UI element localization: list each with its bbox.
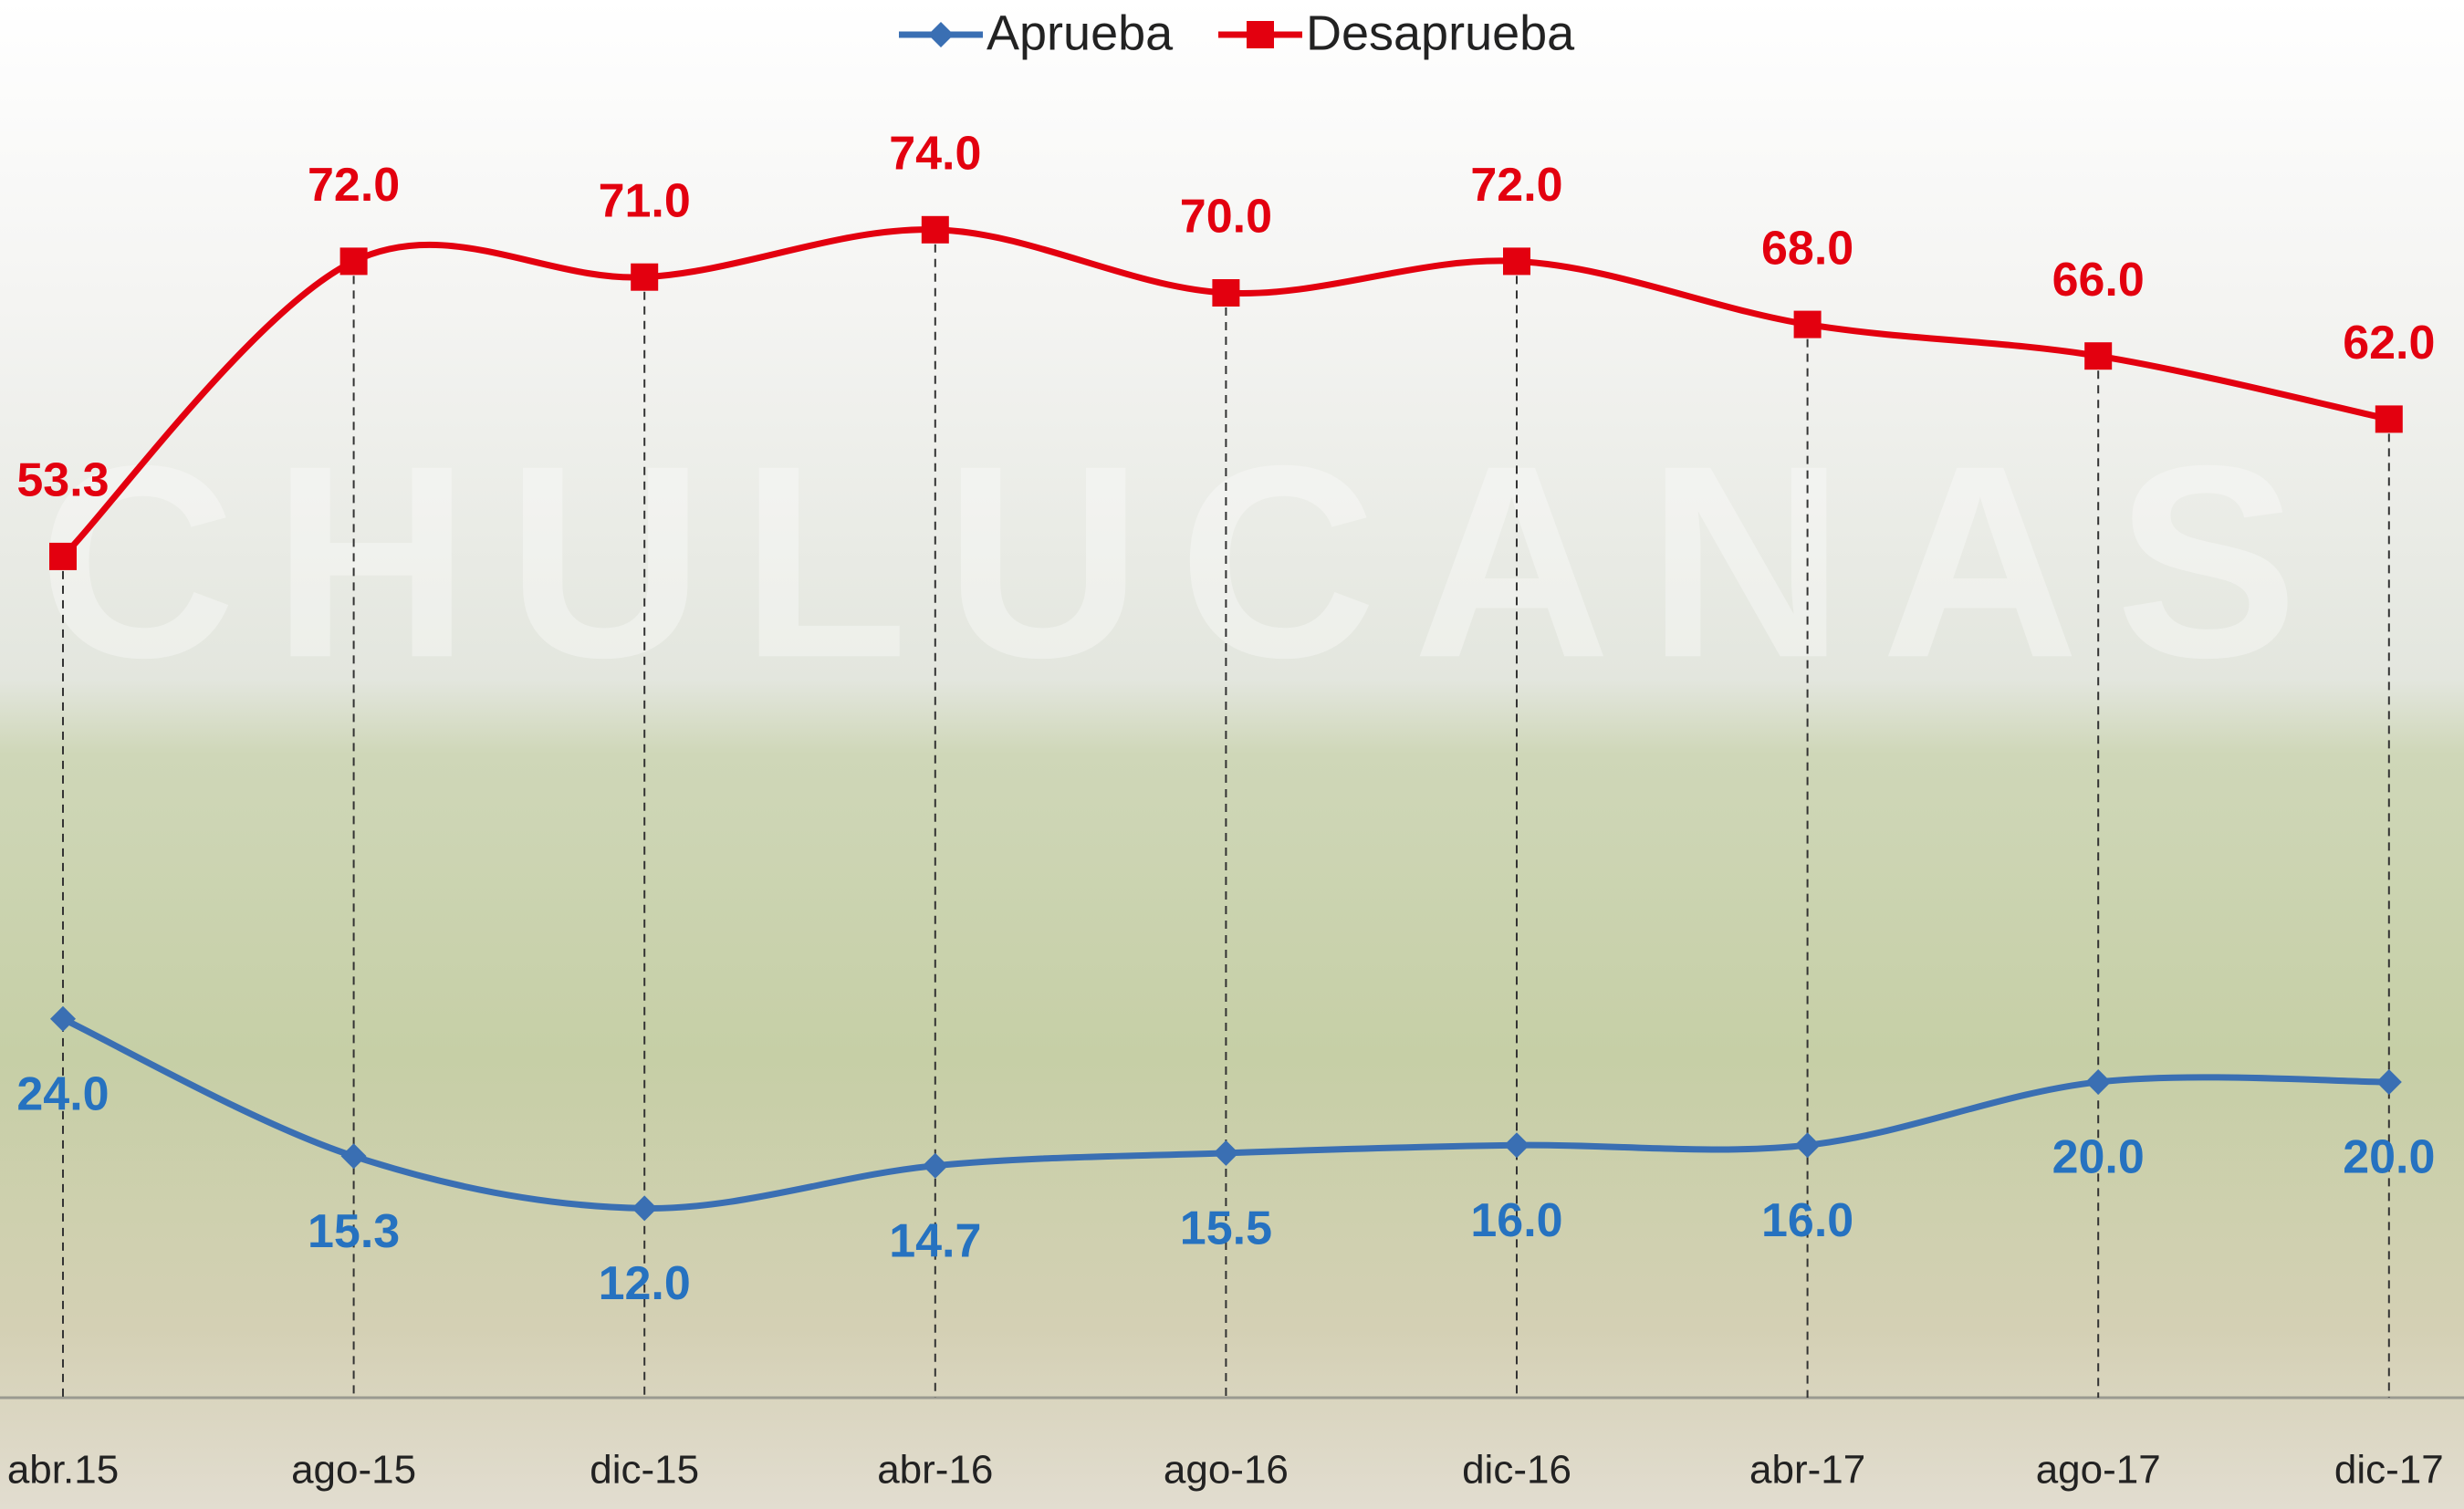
point [49, 543, 77, 570]
data-label: 16.0 [1761, 1194, 1853, 1247]
x-tick-label: dic-15 [590, 1448, 699, 1493]
watermark: CHULUCANAS [38, 408, 2335, 714]
data-label: 72.0 [1470, 159, 1562, 212]
data-label: 70.0 [1180, 191, 1272, 244]
point [340, 247, 368, 275]
data-label: 62.0 [2343, 317, 2435, 369]
legend-label: Desaprueba [1306, 5, 1575, 60]
data-label: 14.7 [889, 1214, 981, 1267]
page: CHULUCANAS Aprueba Desaprueba abr.15 ago-1… [0, 0, 2464, 1509]
data-label: 71.0 [599, 174, 691, 227]
data-label: 74.0 [889, 128, 981, 181]
x-tick-label: abr.15 [7, 1448, 119, 1493]
point [1503, 247, 1530, 275]
point [2084, 342, 2112, 369]
x-tick-label: ago-16 [1164, 1448, 1289, 1493]
data-label: 68.0 [1761, 222, 1853, 275]
x-tick-label: ago-15 [291, 1448, 416, 1493]
point [2375, 405, 2403, 432]
x-tick-label: ago-17 [2036, 1448, 2161, 1493]
data-label: 20.0 [2343, 1131, 2435, 1184]
x-tick-label: dic-16 [1462, 1448, 1571, 1493]
data-label: 66.0 [2052, 254, 2145, 307]
x-tick-label: abr-17 [1749, 1448, 1865, 1493]
point [1794, 311, 1822, 338]
point [631, 264, 658, 291]
x-tick-label: dic-17 [2334, 1448, 2444, 1493]
point [922, 216, 949, 244]
data-label: 24.0 [16, 1068, 109, 1121]
data-label: 20.0 [2052, 1131, 2145, 1184]
data-label: 12.0 [599, 1257, 691, 1310]
point [1212, 279, 1239, 307]
chart: CHULUCANAS Aprueba Desaprueba abr.15 ago-1… [0, 0, 2464, 1509]
data-label: 15.5 [1180, 1202, 1272, 1255]
data-label: 72.0 [308, 159, 400, 212]
data-label: 16.0 [1470, 1194, 1562, 1247]
legend-label: Aprueba [987, 5, 1174, 60]
data-label: 15.3 [308, 1205, 400, 1258]
x-tick-label: abr-16 [877, 1448, 993, 1493]
data-label: 53.3 [16, 454, 109, 507]
legend-marker [1247, 21, 1274, 48]
